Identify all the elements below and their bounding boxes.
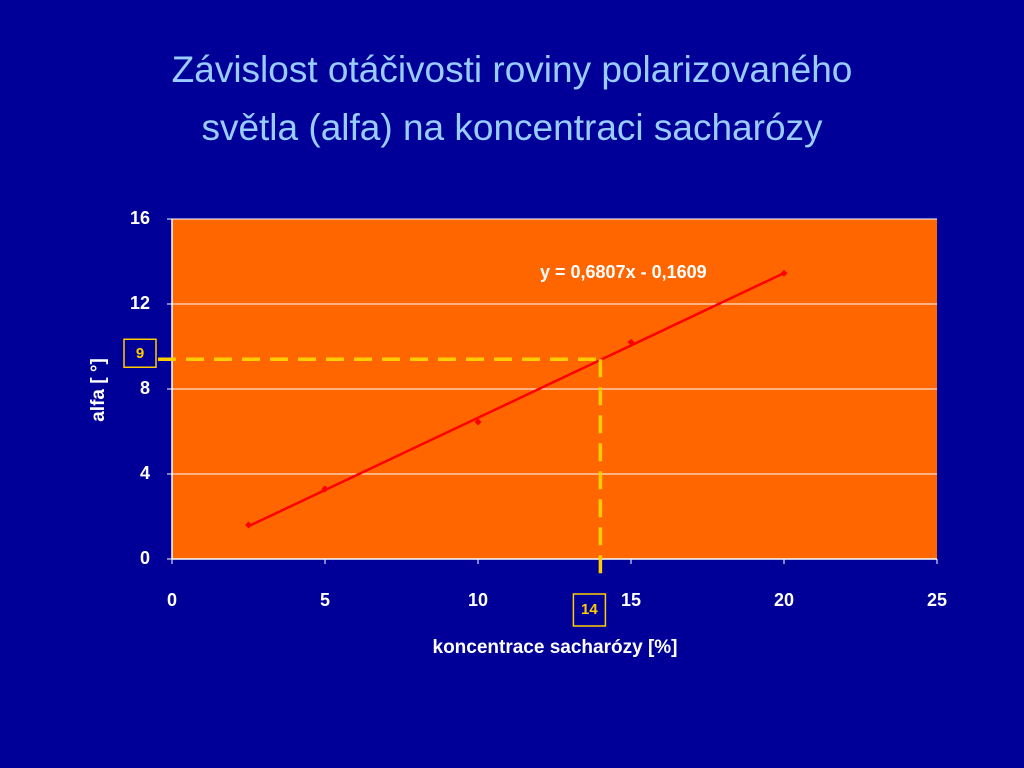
x-tick-label: 10 xyxy=(468,590,488,610)
data-point xyxy=(780,269,788,277)
trendline-equation: y = 0,6807x - 0,1609 xyxy=(540,262,707,282)
reading-y-label: 9 xyxy=(136,345,144,362)
x-axis-title: koncentrace sacharózy [%] xyxy=(433,637,678,658)
chart-title: Závislost otáčivosti roviny polarizované… xyxy=(172,49,853,148)
y-axis-title: alfa [ °] xyxy=(88,358,109,422)
data-point xyxy=(245,521,252,529)
x-tick-label: 20 xyxy=(774,590,794,610)
data-point xyxy=(321,485,329,493)
reading-x-label: 14 xyxy=(581,601,598,618)
y-tick-label: 4 xyxy=(140,463,150,483)
data-point xyxy=(627,338,635,346)
x-tick-label: 15 xyxy=(621,590,641,610)
data-point xyxy=(474,418,482,426)
y-tick-label: 16 xyxy=(130,208,150,228)
y-tick-label: 12 xyxy=(130,293,150,313)
y-tick-label: 0 xyxy=(140,548,150,568)
x-tick-label: 5 xyxy=(320,590,330,610)
x-tick-label: 0 xyxy=(167,590,177,610)
trendline xyxy=(247,271,785,528)
x-tick-label: 25 xyxy=(927,590,947,610)
reading-box xyxy=(123,338,157,368)
y-tick-label: 8 xyxy=(140,378,150,398)
reading-box xyxy=(572,593,607,627)
